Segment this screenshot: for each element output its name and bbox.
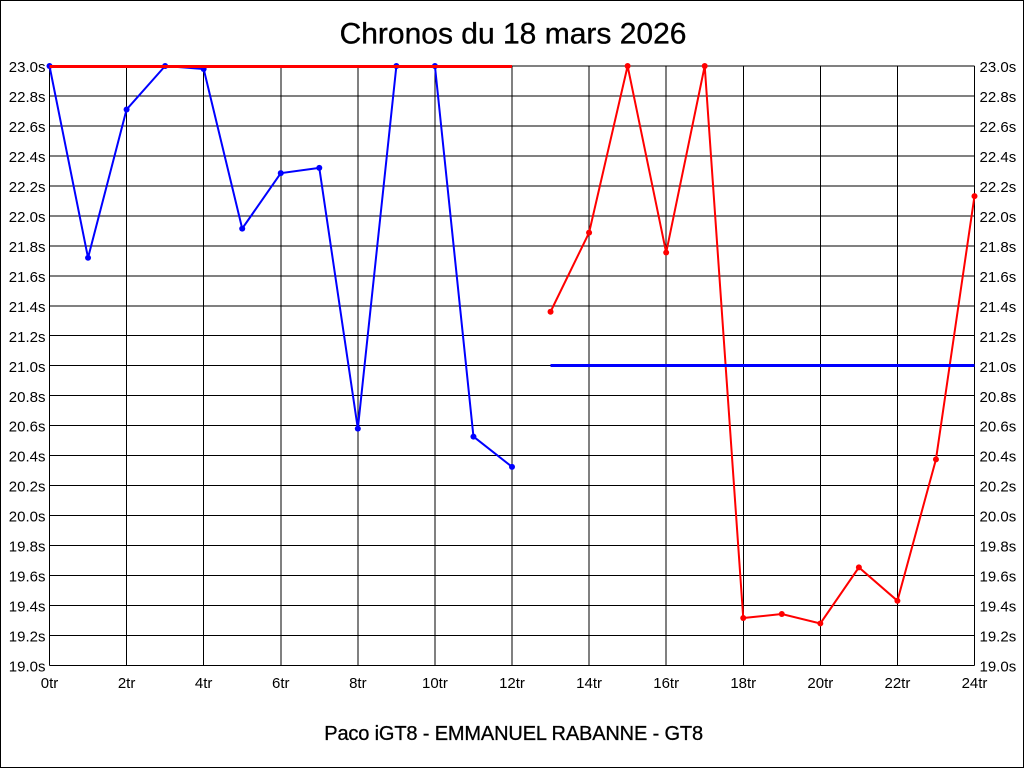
svg-text:21.2s: 21.2s [9, 329, 46, 346]
svg-text:19.4s: 19.4s [9, 599, 46, 616]
svg-text:22.0s: 22.0s [9, 209, 46, 226]
svg-text:21.2s: 21.2s [980, 329, 1017, 346]
svg-text:19.0s: 19.0s [980, 659, 1017, 676]
svg-text:16tr: 16tr [653, 675, 679, 692]
svg-text:20.8s: 20.8s [980, 389, 1017, 406]
svg-text:22.8s: 22.8s [9, 89, 46, 106]
svg-text:20tr: 20tr [807, 675, 833, 692]
svg-text:20.4s: 20.4s [980, 449, 1017, 466]
svg-text:20.6s: 20.6s [980, 419, 1017, 436]
svg-text:23.0s: 23.0s [980, 59, 1017, 76]
svg-text:8tr: 8tr [349, 675, 367, 692]
svg-text:19.6s: 19.6s [980, 569, 1017, 586]
svg-text:6tr: 6tr [272, 675, 290, 692]
svg-text:21.6s: 21.6s [980, 269, 1017, 286]
svg-text:0tr: 0tr [41, 675, 59, 692]
svg-text:19.6s: 19.6s [9, 569, 46, 586]
svg-text:22.6s: 22.6s [9, 119, 46, 136]
svg-text:22.4s: 22.4s [980, 149, 1017, 166]
svg-text:22.2s: 22.2s [980, 179, 1017, 196]
svg-text:18tr: 18tr [730, 675, 756, 692]
svg-text:20.2s: 20.2s [980, 479, 1017, 496]
svg-text:21.8s: 21.8s [980, 239, 1017, 256]
svg-text:20.0s: 20.0s [9, 509, 46, 526]
svg-text:20.6s: 20.6s [9, 419, 46, 436]
svg-text:Chronos du 18 mars 2026: Chronos du 18 mars 2026 [340, 18, 687, 51]
svg-text:4tr: 4tr [195, 675, 213, 692]
svg-text:22.4s: 22.4s [9, 149, 46, 166]
svg-text:22.8s: 22.8s [980, 89, 1017, 106]
svg-text:24tr: 24tr [962, 675, 988, 692]
svg-text:12tr: 12tr [499, 675, 525, 692]
svg-text:21.8s: 21.8s [9, 239, 46, 256]
svg-text:21.6s: 21.6s [9, 269, 46, 286]
svg-text:19.4s: 19.4s [980, 599, 1017, 616]
svg-text:20.2s: 20.2s [9, 479, 46, 496]
svg-text:2tr: 2tr [118, 675, 136, 692]
svg-text:22.6s: 22.6s [980, 119, 1017, 136]
svg-text:20.4s: 20.4s [9, 449, 46, 466]
svg-text:21.4s: 21.4s [980, 299, 1017, 316]
svg-text:20.8s: 20.8s [9, 389, 46, 406]
svg-text:19.8s: 19.8s [9, 539, 46, 556]
svg-text:19.2s: 19.2s [980, 629, 1017, 646]
svg-text:22.0s: 22.0s [980, 209, 1017, 226]
svg-text:19.2s: 19.2s [9, 629, 46, 646]
svg-text:Paco iGT8 - EMMANUEL RABANNE -: Paco iGT8 - EMMANUEL RABANNE - GT8 [324, 723, 703, 745]
svg-text:22.2s: 22.2s [9, 179, 46, 196]
svg-text:23.0s: 23.0s [9, 59, 46, 76]
svg-text:19.8s: 19.8s [980, 539, 1017, 556]
svg-text:14tr: 14tr [576, 675, 602, 692]
svg-text:19.0s: 19.0s [9, 659, 46, 676]
svg-text:21.4s: 21.4s [9, 299, 46, 316]
svg-text:20.0s: 20.0s [980, 509, 1017, 526]
svg-text:21.0s: 21.0s [980, 359, 1017, 376]
svg-text:10tr: 10tr [422, 675, 448, 692]
svg-text:21.0s: 21.0s [9, 359, 46, 376]
svg-text:22tr: 22tr [884, 675, 910, 692]
